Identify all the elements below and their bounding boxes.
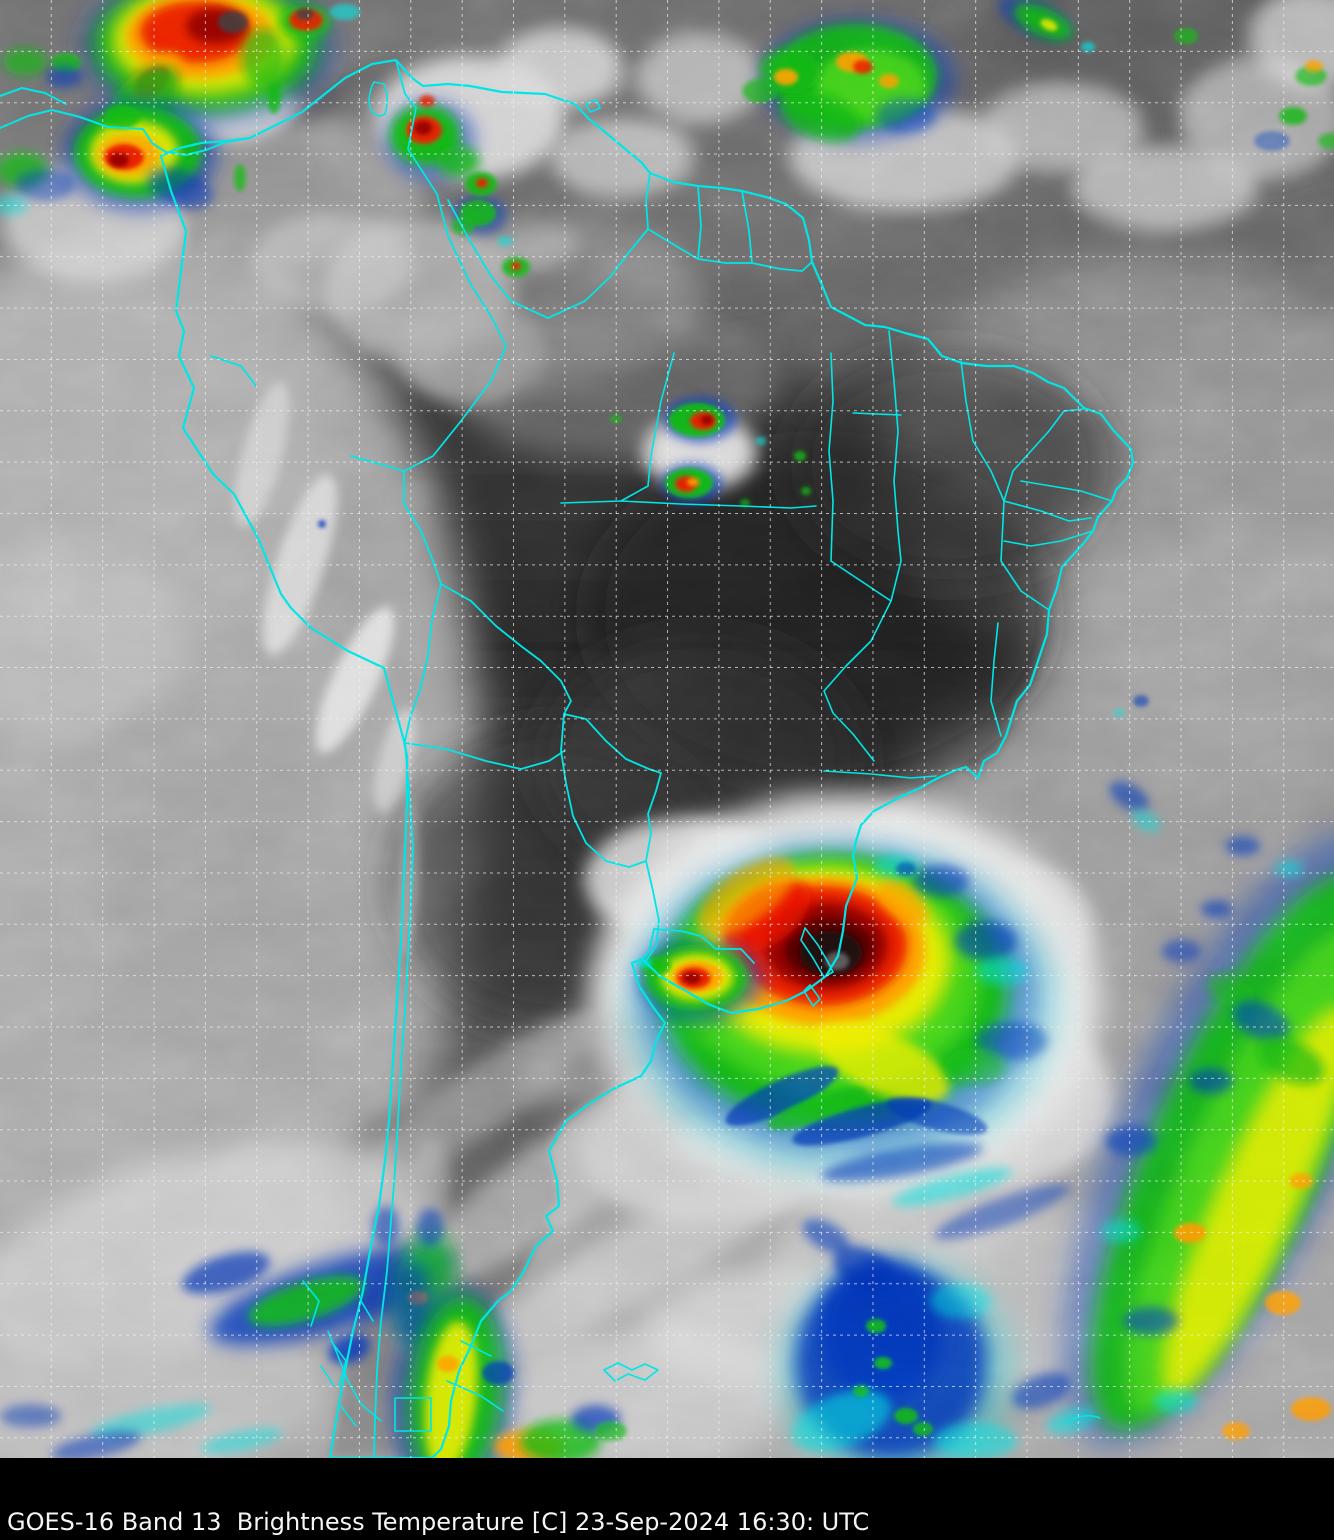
border-venezuela-colombia	[395, 59, 493, 319]
political-borders-overlay	[0, 58, 1135, 1458]
islands	[585, 99, 1101, 1423]
coastline-south-america	[159, 58, 1135, 1458]
border-colombia-peru-brazil	[210, 317, 507, 585]
lake-maracaibo	[368, 81, 388, 117]
lagoa-dos-patos	[800, 927, 834, 1007]
borders-guianas	[645, 172, 813, 272]
latlon-grid-overlay	[0, 0, 1334, 1458]
borders-brazil-states	[560, 330, 1113, 779]
border-paraguay	[560, 713, 662, 962]
border-argentina-chile	[373, 742, 414, 1458]
border-bolivia-brazil	[440, 583, 572, 715]
border-bolivia-argentina	[404, 742, 565, 770]
border-peru-bolivia	[404, 583, 442, 742]
border-venezuela-brazil	[447, 199, 649, 319]
caption-text: GOES-16 Band 13 Brightness Temperature […	[7, 1507, 870, 1536]
satellite-map	[0, 0, 1334, 1458]
cloud-texture-noise-large	[0, 0, 1334, 1458]
caption-bar: GOES-16 Band 13 Brightness Temperature […	[0, 1458, 1334, 1540]
border-uruguay	[642, 928, 755, 964]
borders-patagonia	[302, 1280, 504, 1432]
central-america-coast	[0, 87, 251, 156]
